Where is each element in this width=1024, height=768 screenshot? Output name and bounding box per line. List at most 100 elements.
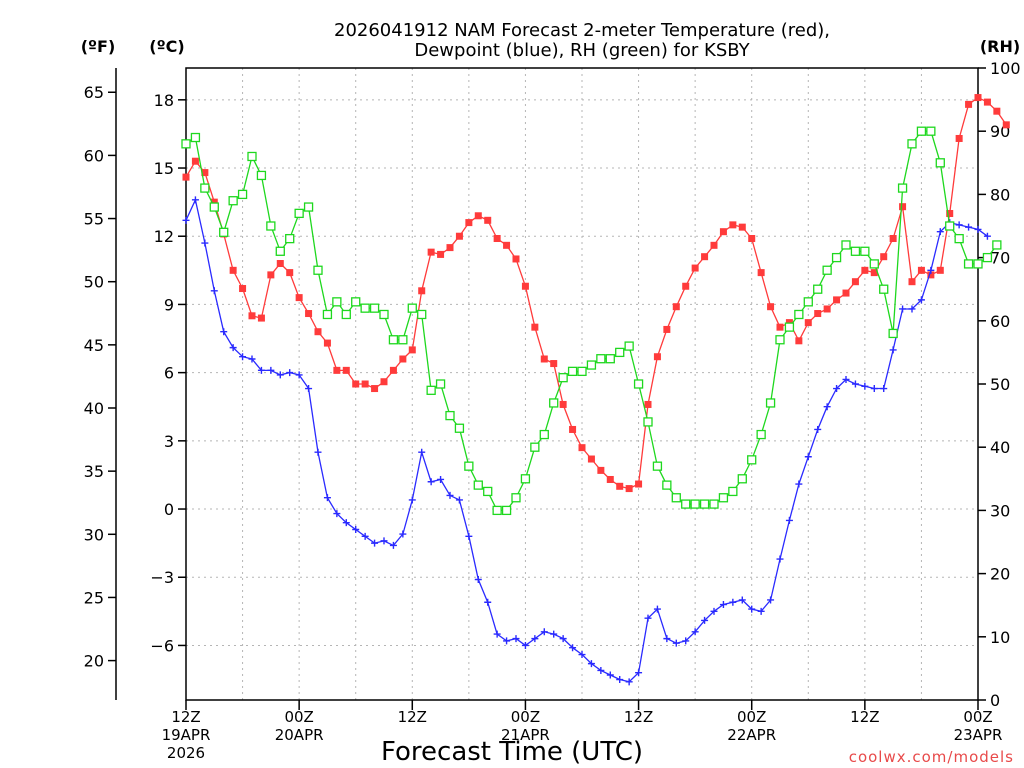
temperature-point <box>408 346 416 354</box>
dewpoint-point <box>371 539 379 547</box>
chart-title-line2: Dewpoint (blue), RH (green) for KSBY <box>414 40 750 61</box>
dewpoint-point <box>286 369 294 377</box>
dewpoint-point <box>616 676 624 684</box>
temperature-point <box>399 355 407 363</box>
dewpoint-point <box>974 225 982 233</box>
rh-point <box>539 429 549 440</box>
dewpoint-point <box>540 628 548 636</box>
x-tick-label: 00Z <box>963 708 992 726</box>
temperature-point <box>653 353 661 361</box>
fahrenheit-tick-label: 40 <box>84 399 104 418</box>
temperature-point <box>936 266 944 274</box>
rh-point <box>332 297 342 307</box>
rh-point <box>473 480 483 490</box>
dewpoint-point <box>484 598 492 606</box>
rh-point <box>926 126 936 136</box>
temperature-point <box>729 221 737 229</box>
rh-point <box>209 202 219 212</box>
rh-point <box>190 132 201 143</box>
temperature-point <box>323 339 331 347</box>
temperature-point <box>776 323 784 331</box>
rh-point <box>454 423 465 433</box>
temperature-point <box>427 248 435 256</box>
dewpoint-point <box>663 635 671 643</box>
rh-point <box>417 309 427 320</box>
rh-point <box>916 126 927 136</box>
temperature-point <box>201 169 209 177</box>
temperature-point <box>955 134 963 142</box>
dewpoint-point <box>842 375 850 383</box>
fahrenheit-tick-label: 60 <box>84 146 104 165</box>
dewpoint-point <box>559 635 567 643</box>
fahrenheit-tick-label: 20 <box>84 652 104 671</box>
rh-point <box>237 189 248 200</box>
temperature-point <box>531 323 539 331</box>
temperature-point <box>333 366 341 374</box>
x-tick-label: 12Z <box>624 708 653 726</box>
rh-point <box>549 398 559 408</box>
temperature-point <box>503 241 511 249</box>
fahrenheit-tick-label: 65 <box>84 83 104 102</box>
rh-tick-label: 10 <box>990 628 1010 647</box>
rh-point <box>803 297 813 307</box>
temperature-point <box>625 485 633 493</box>
rh-point <box>435 379 446 389</box>
dewpoint-point <box>644 614 652 622</box>
dewpoint-point <box>550 630 558 638</box>
temperature-point <box>295 294 303 302</box>
x-tick-label: 22APR <box>727 726 776 744</box>
temperature-point <box>540 355 548 363</box>
fahrenheit-tick-label: 30 <box>84 525 104 544</box>
dewpoint-point <box>785 516 793 524</box>
temperature-point <box>983 98 991 106</box>
rh-point <box>794 309 804 320</box>
rh-point <box>501 505 512 516</box>
fahrenheit-tick-label: 25 <box>84 588 104 607</box>
temperature-point <box>616 482 624 490</box>
dewpoint-point <box>333 510 341 518</box>
dewpoint-point <box>729 598 737 606</box>
dewpoint-point <box>323 494 331 502</box>
rh-point <box>624 341 634 351</box>
dewpoint-point <box>804 453 812 461</box>
dewpoint-point <box>531 635 539 643</box>
celsius-tick-label: 12 <box>154 227 174 246</box>
temperature-point <box>908 278 916 286</box>
x-tick-label: 23APR <box>954 726 1003 744</box>
rh-point <box>737 474 747 484</box>
dewpoint-point <box>767 596 775 604</box>
dewpoint-point <box>201 239 209 247</box>
rh-point <box>445 410 455 421</box>
rh-point <box>596 354 606 364</box>
dewpoint-point <box>512 635 520 643</box>
dewpoint-point <box>399 530 407 538</box>
temperature-point <box>248 312 256 320</box>
rh-point <box>671 493 681 503</box>
rh-point <box>850 246 861 256</box>
temperature-point <box>569 425 577 433</box>
dewpoint-point <box>446 491 454 499</box>
dewpoint-point <box>851 380 859 388</box>
rh-point <box>907 139 917 149</box>
rh-point <box>294 208 304 219</box>
x-tick-label: 12Z <box>171 708 200 726</box>
rh-point <box>982 252 993 263</box>
temperature-point <box>371 385 379 393</box>
temperature-point <box>578 444 586 452</box>
temperature-point <box>455 232 463 240</box>
rh-point <box>756 429 766 440</box>
temperature-point <box>851 278 859 286</box>
temperature-point <box>418 287 426 295</box>
temperature-point <box>474 212 482 220</box>
rh-point <box>275 246 285 256</box>
rh-point <box>945 221 955 231</box>
dewpoint-point <box>861 382 869 390</box>
fahrenheit-tick-label: 45 <box>84 336 104 355</box>
dewpoint-point <box>191 196 199 204</box>
celsius-tick-label: 15 <box>154 159 174 178</box>
dewpoint-point <box>465 532 473 540</box>
temperature-point <box>644 400 652 408</box>
rh-point <box>747 455 757 465</box>
temperature-point <box>521 282 529 290</box>
rh-point <box>633 379 644 389</box>
